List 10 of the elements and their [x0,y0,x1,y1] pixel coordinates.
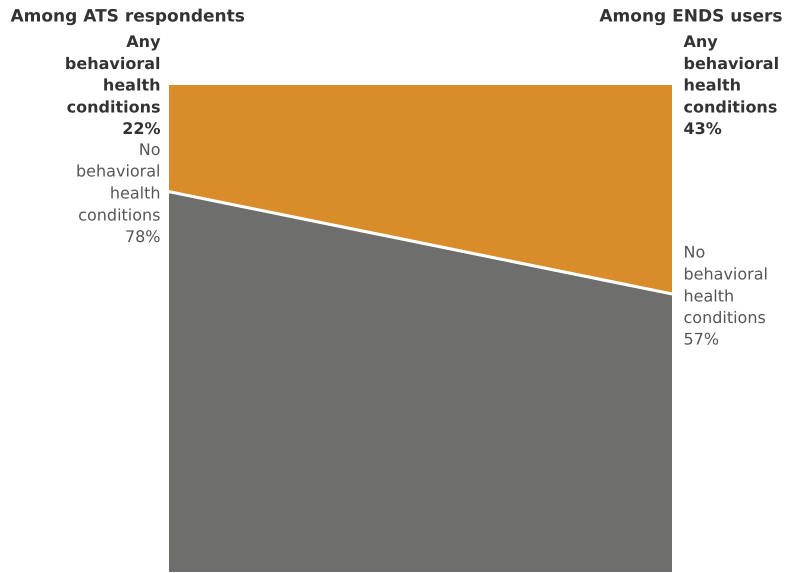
data-label: 57% [684,330,720,349]
data-label: 78% [124,226,160,246]
x-tick-label: Among ENDS users [599,6,782,26]
data-label: 22% [122,119,160,138]
series-label: Any behavioral health conditions [64,32,162,116]
text: No behavioral health conditions [684,242,768,328]
x-tick-label: Among ATS respondents [10,6,245,26]
series-label: No behavioral health conditions [76,140,161,224]
data-label: 43% [684,119,722,138]
text: Any behavioral health conditions [684,32,780,116]
